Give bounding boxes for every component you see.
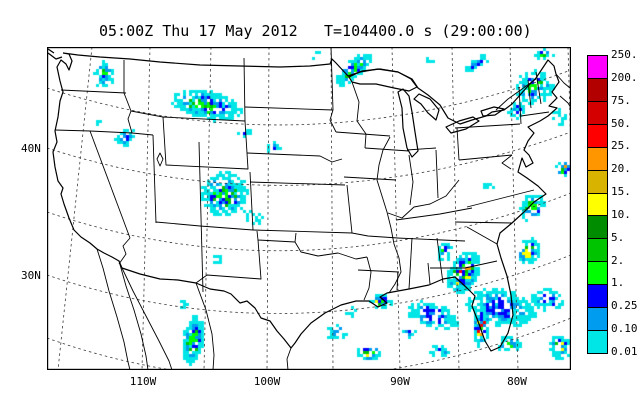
colorbar-label: 0.25: [611, 299, 638, 313]
colorbar-label: 75.: [611, 93, 631, 107]
colorbar-cell: [588, 147, 607, 171]
x-axis-label-90w: 90W: [390, 375, 410, 388]
colorbar-label: 250.: [611, 48, 638, 61]
colorbar-cell: [588, 285, 607, 309]
colorbar-cell: [588, 56, 607, 79]
colorbar-label: 25.: [611, 139, 631, 153]
colorbar-label: 20.: [611, 162, 631, 176]
colorbar-cell: [588, 331, 607, 353]
x-axis-label-80w: 80W: [507, 375, 527, 388]
colorbar-label: 5.: [611, 230, 625, 244]
x-axis-label-110w: 110W: [129, 375, 157, 388]
plot-frame: [47, 47, 571, 370]
colorbar-label: 1.: [611, 276, 625, 290]
basemap-lines: [47, 47, 571, 370]
model-time-title: T=104400.0 s (29:00:00): [324, 22, 532, 40]
colorbar: [587, 55, 608, 354]
colorbar-label: 0.01: [611, 345, 638, 358]
y-axis-label-30n: 30N: [21, 269, 41, 282]
colorbar-cell: [588, 216, 607, 240]
colorbar-cell: [588, 124, 607, 148]
timestamp-title: 05:00Z Thu 17 May 2012: [99, 22, 298, 40]
colorbar-cell: [588, 193, 607, 217]
y-axis-label-40n: 40N: [21, 142, 41, 155]
colorbar-label: 200.: [611, 70, 638, 84]
x-axis-label-100w: 100W: [253, 375, 281, 388]
colorbar-label: 10.: [611, 207, 631, 221]
colorbar-cell: [588, 239, 607, 263]
precipitation-raster: [47, 47, 571, 370]
colorbar-label: 50.: [611, 116, 631, 130]
colorbar-cell: [588, 78, 607, 102]
state-borders: [54, 47, 571, 370]
colorbar-label: 2.: [611, 253, 625, 267]
graticule: [47, 47, 571, 370]
colorbar-cell: [588, 170, 607, 194]
map-plot-area: [47, 47, 571, 370]
coastline-outline: [47, 48, 560, 352]
colorbar-label: 0.10: [611, 322, 638, 336]
colorbar-label: 15.: [611, 185, 631, 199]
colorbar-cell: [588, 308, 607, 332]
colorbar-cell: [588, 101, 607, 125]
colorbar-cell: [588, 262, 607, 286]
